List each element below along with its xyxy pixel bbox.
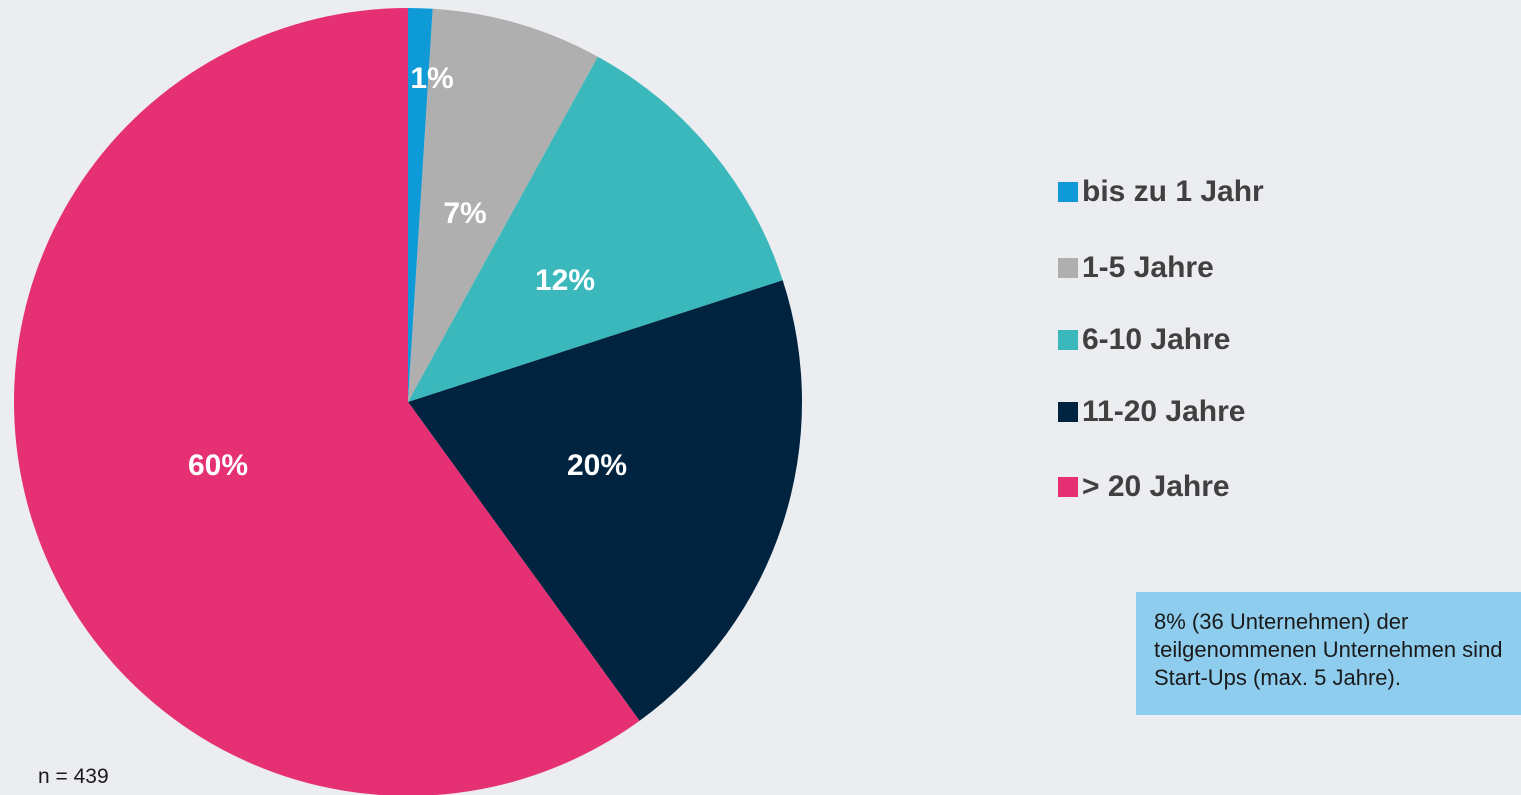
pie-slice (408, 8, 433, 402)
legend-label: 6-10 Jahre (1082, 323, 1230, 356)
value-label: 7% (443, 197, 486, 230)
legend-swatch (1058, 330, 1078, 350)
legend-swatch (1058, 402, 1078, 422)
legend-label: bis zu 1 Jahr (1082, 175, 1264, 208)
pie-slice (14, 8, 640, 795)
legend-label: > 20 Jahre (1082, 470, 1230, 503)
pie-slice (408, 280, 802, 721)
value-label: 20% (567, 449, 627, 482)
legend-swatch (1058, 258, 1078, 278)
value-label: 60% (188, 449, 248, 482)
legend-label: 11-20 Jahre (1082, 395, 1245, 428)
legend-swatch (1058, 182, 1078, 202)
value-label: 1% (410, 62, 453, 95)
legend-swatch (1058, 477, 1078, 497)
sample-size-note: n = 439 (38, 765, 109, 788)
legend-label: 1-5 Jahre (1082, 251, 1214, 284)
pie-slice (408, 8, 598, 403)
value-label: 12% (535, 264, 595, 297)
annotation-box: 8% (36 Unternehmen) der teilgenommenen U… (1136, 592, 1521, 715)
pie-slice (408, 56, 783, 402)
